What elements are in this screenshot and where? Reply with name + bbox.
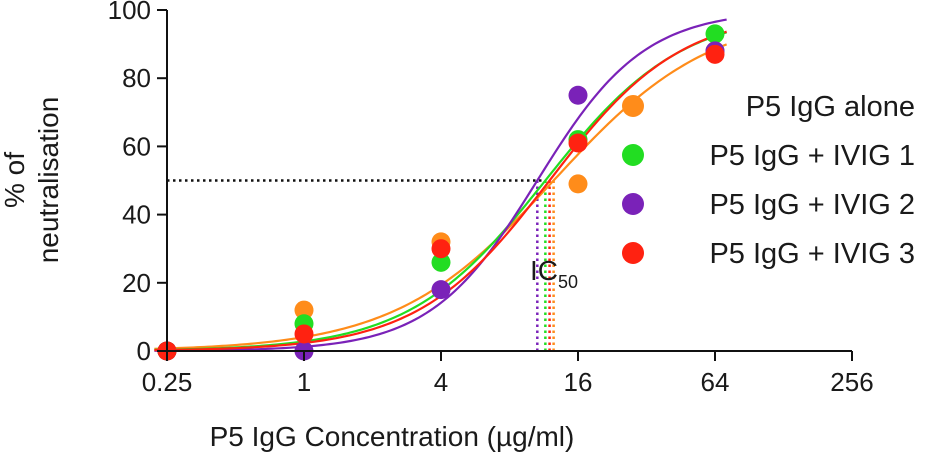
legend-label: P5 IgG alone bbox=[746, 91, 915, 123]
y-axis-title-line-1: % of bbox=[0, 152, 30, 208]
ic50-annotation-subscript: 50 bbox=[558, 272, 578, 292]
y-axis-title-line-2: neutralisation bbox=[33, 97, 64, 264]
axes: 0 20 40 60 80 100 0.25 1 4 16 64 256 bbox=[108, 0, 874, 397]
data-point bbox=[568, 85, 588, 105]
y-tick-label: 100 bbox=[108, 0, 151, 25]
legend-label: P5 IgG + IVIG 3 bbox=[709, 238, 915, 270]
data-points bbox=[157, 24, 725, 361]
y-tick-label: 60 bbox=[122, 131, 151, 161]
data-point bbox=[431, 239, 451, 259]
data-point bbox=[431, 252, 451, 272]
y-tick-label: 80 bbox=[122, 63, 151, 93]
x-tick-label: 64 bbox=[701, 367, 730, 397]
legend: P5 IgG alone P5 IgG + IVIG 1 P5 IgG + IVIG… bbox=[622, 91, 915, 270]
legend-marker bbox=[622, 144, 644, 166]
x-tick-label: 0.25 bbox=[142, 367, 193, 397]
data-point bbox=[431, 280, 451, 300]
fit-curve bbox=[154, 18, 727, 352]
x-tick-label: 16 bbox=[564, 367, 593, 397]
legend-marker bbox=[622, 193, 644, 215]
x-tick-label: 1 bbox=[297, 367, 311, 397]
legend-marker bbox=[622, 242, 644, 264]
data-point bbox=[294, 300, 314, 320]
ic50-dotted-lines bbox=[167, 179, 555, 351]
y-tick-label: 20 bbox=[122, 268, 151, 298]
ic50-annotation-text: IC bbox=[530, 255, 558, 286]
x-tick-label: 256 bbox=[830, 367, 873, 397]
x-axis-title: P5 IgG Concentration (µg/ml) bbox=[210, 421, 575, 452]
data-point bbox=[294, 324, 314, 344]
y-axis-title: % of neutralisation bbox=[0, 97, 64, 264]
legend-marker bbox=[622, 95, 644, 117]
data-point bbox=[705, 24, 725, 44]
data-point bbox=[705, 44, 725, 64]
legend-label: P5 IgG + IVIG 2 bbox=[709, 189, 915, 221]
legend-label: P5 IgG + IVIG 1 bbox=[709, 140, 915, 172]
y-tick-label: 40 bbox=[122, 200, 151, 230]
data-point bbox=[568, 174, 588, 194]
fit-curves bbox=[154, 18, 728, 352]
ic50-annotation: IC50 bbox=[530, 255, 578, 292]
x-tick-label: 4 bbox=[434, 367, 448, 397]
y-tick-label: 0 bbox=[137, 336, 151, 366]
data-point bbox=[568, 133, 588, 153]
